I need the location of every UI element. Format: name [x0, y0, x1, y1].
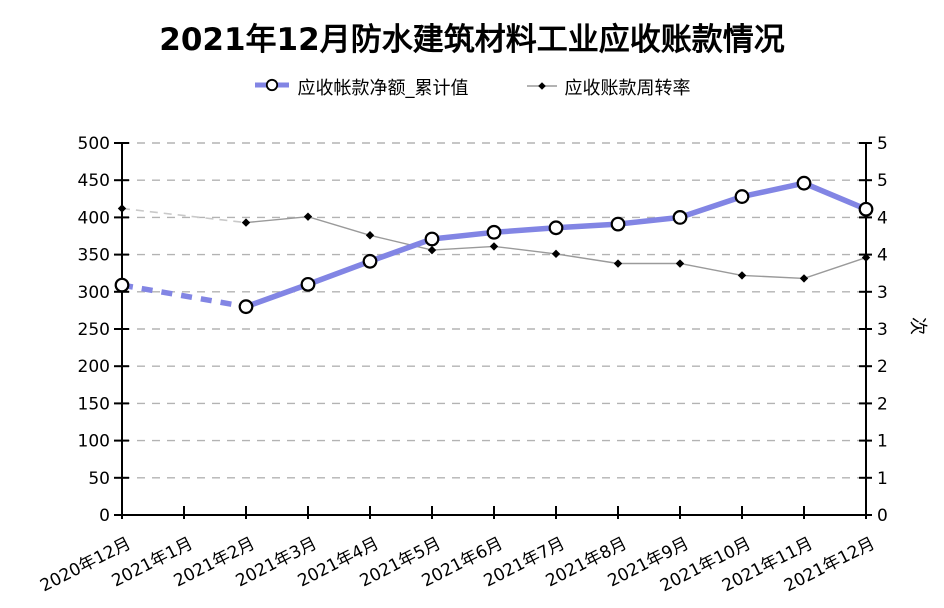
- turnover-line-missing-segment: [121, 207, 247, 224]
- left-axis-tick-label: 300: [78, 283, 110, 303]
- net-receivable-series-icon: [254, 77, 290, 98]
- legend-label-turnover: 应收账款周转率: [564, 78, 691, 99]
- right-axis-tick-label: 5: [877, 171, 888, 191]
- turnover-diamond-marker: [117, 204, 127, 213]
- net-receivable-circle-marker: [486, 224, 502, 240]
- net-receivable-circle-marker: [734, 189, 750, 204]
- net-receivable-circle-marker: [548, 220, 564, 236]
- left-axis-tick-label: 0: [99, 506, 110, 526]
- turnover-diamond-marker: [365, 231, 375, 240]
- turnover-diamond-marker: [799, 274, 809, 283]
- right-axis-tick-label: 5: [877, 134, 888, 154]
- net-receivable-circle-marker: [610, 216, 626, 232]
- turnover-diamond-marker: [489, 242, 499, 251]
- left-axis-tick-label: 150: [78, 394, 110, 414]
- right-axis-tick-label: 1: [877, 469, 888, 489]
- left-axis-tick-label: 400: [78, 208, 110, 228]
- turnover-diamond-marker: [675, 259, 685, 268]
- left-axis-tick-label: 50: [88, 469, 110, 489]
- right-axis-tick-label: 2: [877, 357, 888, 377]
- net-receivable-circle-marker: [424, 231, 440, 247]
- left-axis-tick-label: 200: [78, 357, 110, 377]
- legend-item-turnover[interactable]: 应收账款周转率: [526, 74, 691, 100]
- left-axis-tick-label: 500: [78, 134, 110, 154]
- net-receivable-circle-marker: [238, 299, 254, 315]
- turnover-diamond-marker: [303, 212, 313, 221]
- left-axis-tick-label: 100: [78, 432, 110, 452]
- turnover-diamond-marker: [241, 218, 251, 227]
- left-axis-tick-label: 250: [78, 320, 110, 340]
- legend-item-net-receivable[interactable]: 应收帐款净额_累计值: [254, 74, 469, 100]
- left-axis-tick-label: 350: [78, 246, 110, 266]
- net-receivable-circle-marker: [858, 201, 874, 217]
- turnover-diamond-marker: [551, 249, 561, 259]
- right-axis-tick-label: 3: [877, 283, 888, 303]
- right-axis-tick-label: 3: [877, 320, 888, 340]
- right-axis-tick-label: 4: [877, 208, 888, 228]
- left-axis-tick-label: 450: [78, 171, 110, 191]
- turnover-diamond-marker: [861, 253, 871, 262]
- right-axis-tick-label: 2: [877, 394, 888, 414]
- net-receivable-line: [245, 180, 868, 310]
- right-axis-unit-label: 次: [907, 317, 928, 335]
- turnover-diamond-marker: [427, 245, 437, 255]
- right-axis-tick-label: 4: [877, 246, 888, 266]
- net-receivable-circle-marker: [114, 277, 130, 293]
- right-axis-tick-label: 0: [877, 506, 888, 526]
- turnover-series-icon: [526, 77, 557, 98]
- right-axis-tick-label: 1: [877, 432, 888, 452]
- turnover-diamond-marker: [613, 259, 623, 268]
- net-receivable-circle-marker: [796, 175, 812, 191]
- turnover-diamond-marker: [737, 271, 747, 280]
- chart-title: 2021年12月防水建筑材料工业应收账款情况: [159, 22, 785, 58]
- net-receivable-line-missing-segment: [121, 282, 247, 310]
- net-receivable-circle-marker: [672, 209, 688, 225]
- legend: 应收帐款净额_累计值 应收账款周转率: [0, 74, 944, 100]
- net-receivable-circle-marker: [300, 276, 316, 292]
- net-receivable-circle-marker: [362, 253, 378, 269]
- legend-label-net-receivable: 应收帐款净额_累计值: [297, 78, 469, 99]
